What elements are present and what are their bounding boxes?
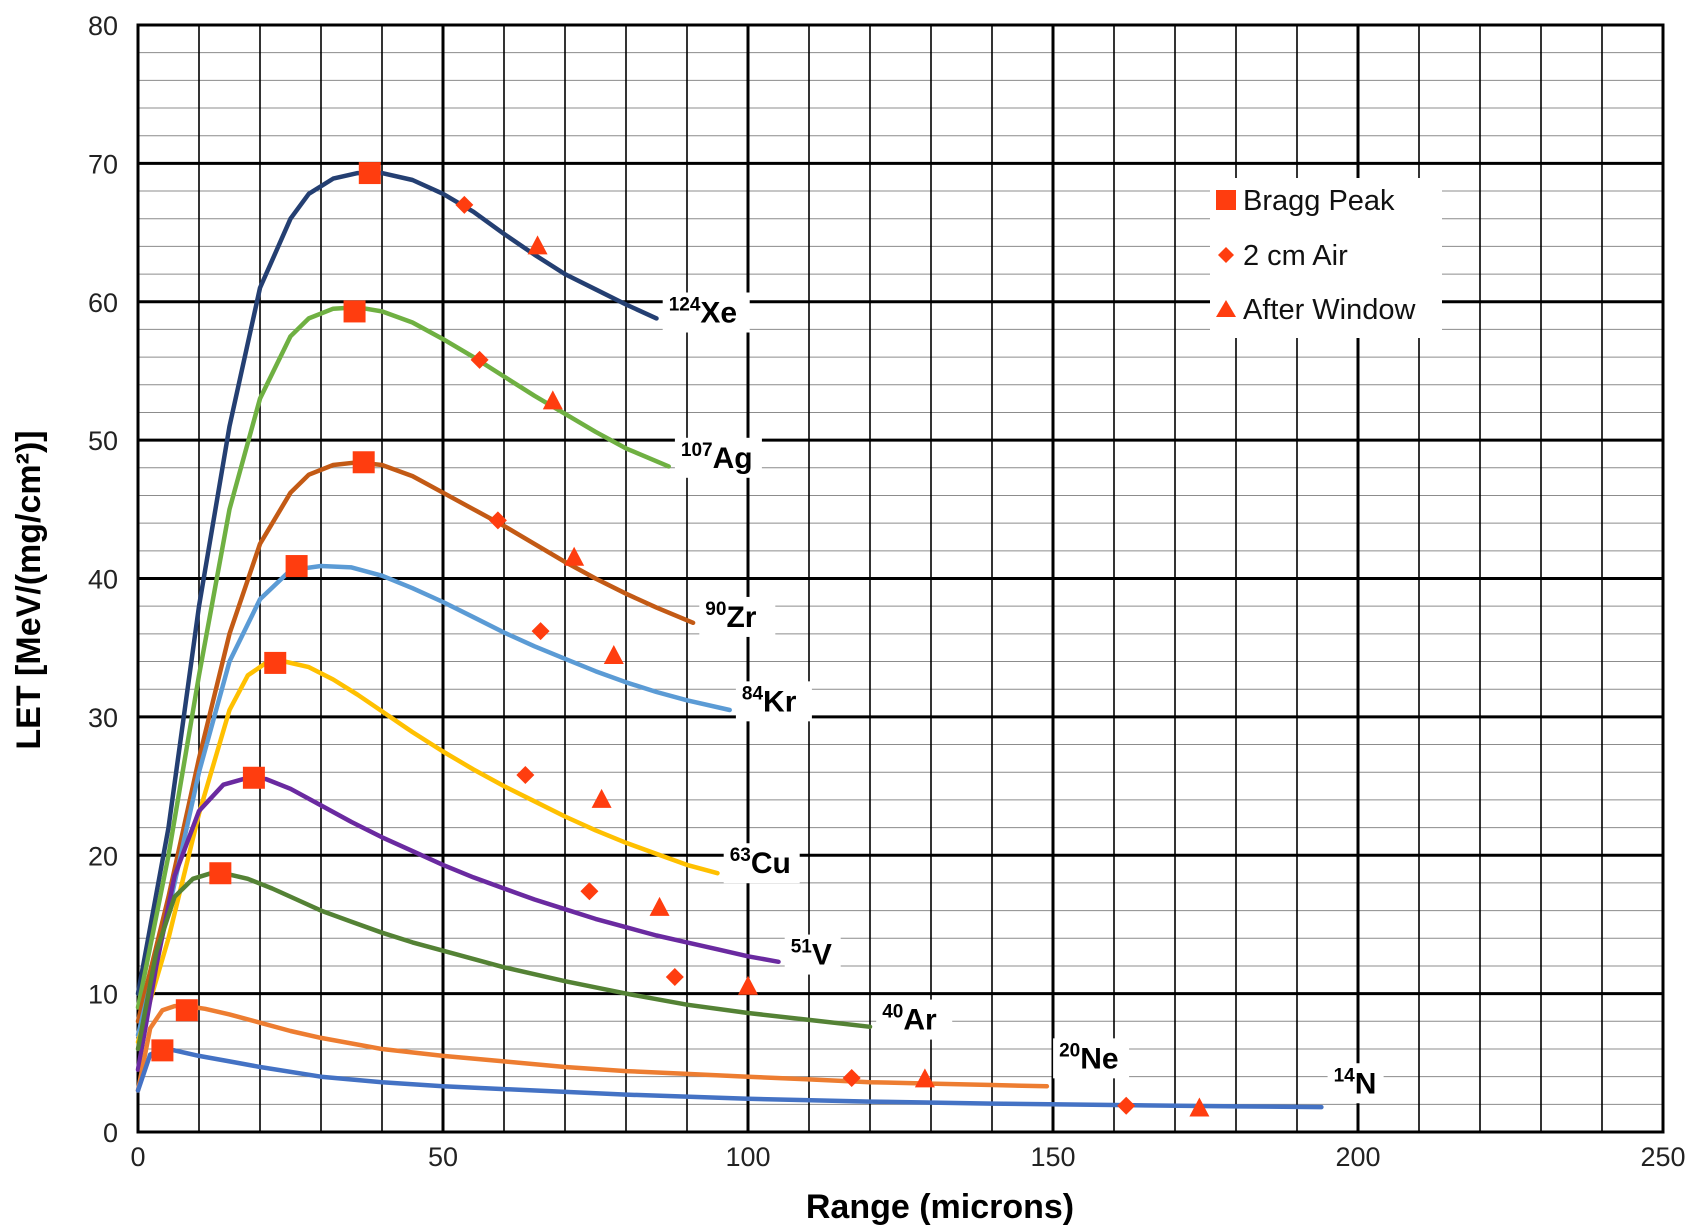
plot-frame xyxy=(136,23,1665,1134)
legend-window-marker xyxy=(1216,300,1236,317)
series-label-n: 14N xyxy=(1334,1065,1377,1100)
series-label-bg xyxy=(723,843,800,884)
air-marker xyxy=(488,511,507,530)
x-axis-title: Range (microns) xyxy=(806,1188,1074,1225)
window-marker xyxy=(542,390,563,410)
series-label-kr: 84Kr xyxy=(742,683,797,718)
x-tick-label: 150 xyxy=(1030,1142,1075,1172)
y-tick-label: 70 xyxy=(88,149,118,179)
bragg-peak-marker xyxy=(209,862,232,885)
legend-window-label: After Window xyxy=(1243,294,1416,326)
bragg-peak-marker xyxy=(358,162,381,185)
air-marker xyxy=(665,968,684,987)
series-line-zr xyxy=(135,460,696,1024)
legend: Bragg Peak 2 cm Air After Window xyxy=(1210,178,1442,338)
series-label-bg xyxy=(674,437,762,478)
data-markers xyxy=(151,162,1210,1117)
series-label-ar: 40Ar xyxy=(882,1002,937,1037)
window-marker xyxy=(591,788,612,808)
y-tick-label: 10 xyxy=(88,980,118,1010)
window-marker xyxy=(914,1068,935,1088)
series-line-kr xyxy=(135,563,732,1038)
window-marker xyxy=(1189,1097,1210,1117)
air-marker xyxy=(531,622,550,641)
air-marker xyxy=(470,350,489,369)
legend-bragg-label: Bragg Peak xyxy=(1243,185,1395,217)
window-marker xyxy=(564,546,585,566)
window-marker xyxy=(738,975,758,995)
series-line-xe xyxy=(135,170,659,996)
series-labels: 124Xe 107Ag 90Zr 84Kr 63Cu 51V 40Ar 20Ne 14N xyxy=(662,292,1384,1104)
air-marker xyxy=(842,1069,861,1088)
air-marker xyxy=(455,195,474,214)
series-label-zr: 90Zr xyxy=(705,599,756,634)
series-label-bg xyxy=(1053,1038,1130,1079)
series-line-ar xyxy=(135,870,873,1052)
legend-bragg-marker xyxy=(1216,190,1236,210)
series-line-ag xyxy=(135,305,671,1010)
y-tick-label: 80 xyxy=(88,11,118,41)
series-line-cu xyxy=(135,659,720,1045)
x-axis-ticks: 0 50 100 150 200 250 xyxy=(130,1142,1685,1172)
x-tick-label: 50 xyxy=(428,1142,458,1172)
series-lines xyxy=(135,170,1324,1110)
bragg-peak-marker xyxy=(151,1039,174,1062)
bragg-peak-marker xyxy=(343,300,366,323)
x-tick-label: 250 xyxy=(1640,1142,1685,1172)
y-tick-label: 40 xyxy=(88,565,118,595)
y-tick-label: 50 xyxy=(88,426,118,456)
bragg-peak-marker xyxy=(242,766,265,789)
series-label-bg xyxy=(1327,1063,1384,1104)
bragg-peak-marker xyxy=(175,999,198,1022)
legend-air-marker xyxy=(1218,247,1234,263)
series-line-v xyxy=(135,775,781,1072)
air-marker xyxy=(516,765,535,784)
air-marker xyxy=(580,882,599,901)
window-marker xyxy=(527,235,548,255)
air-marker xyxy=(1117,1096,1136,1115)
y-tick-label: 30 xyxy=(88,703,118,733)
y-tick-label: 0 xyxy=(103,1118,118,1148)
series-label-bg xyxy=(876,999,953,1040)
bragg-peak-marker xyxy=(285,555,308,578)
legend-air-label: 2 cm Air xyxy=(1243,240,1348,272)
x-tick-label: 100 xyxy=(725,1142,770,1172)
series-label-v: 51V xyxy=(791,937,832,972)
y-axis-title: LET [MeV/(mg/cm²)] xyxy=(10,430,48,749)
bragg-peak-marker xyxy=(352,451,375,474)
series-label-bg xyxy=(662,292,750,333)
series-label-bg xyxy=(735,681,812,722)
series-label-ag: 107Ag xyxy=(681,440,753,475)
window-marker xyxy=(603,644,624,664)
y-tick-label: 60 xyxy=(88,288,118,318)
legend-box xyxy=(1210,178,1442,338)
series-label-bg xyxy=(699,596,776,637)
series-label-xe: 124Xe xyxy=(669,295,737,330)
x-tick-label: 0 xyxy=(130,1142,145,1172)
series-label-bg xyxy=(784,934,841,975)
series-label-cu: 63Cu xyxy=(730,845,791,880)
bragg-peak-marker xyxy=(264,651,287,674)
y-tick-label: 20 xyxy=(88,841,118,871)
y-axis-ticks: 0 10 20 30 40 50 60 70 80 xyxy=(88,11,118,1148)
x-tick-label: 200 xyxy=(1335,1142,1380,1172)
series-label-ne: 20Ne xyxy=(1059,1040,1119,1075)
window-marker xyxy=(649,896,670,916)
